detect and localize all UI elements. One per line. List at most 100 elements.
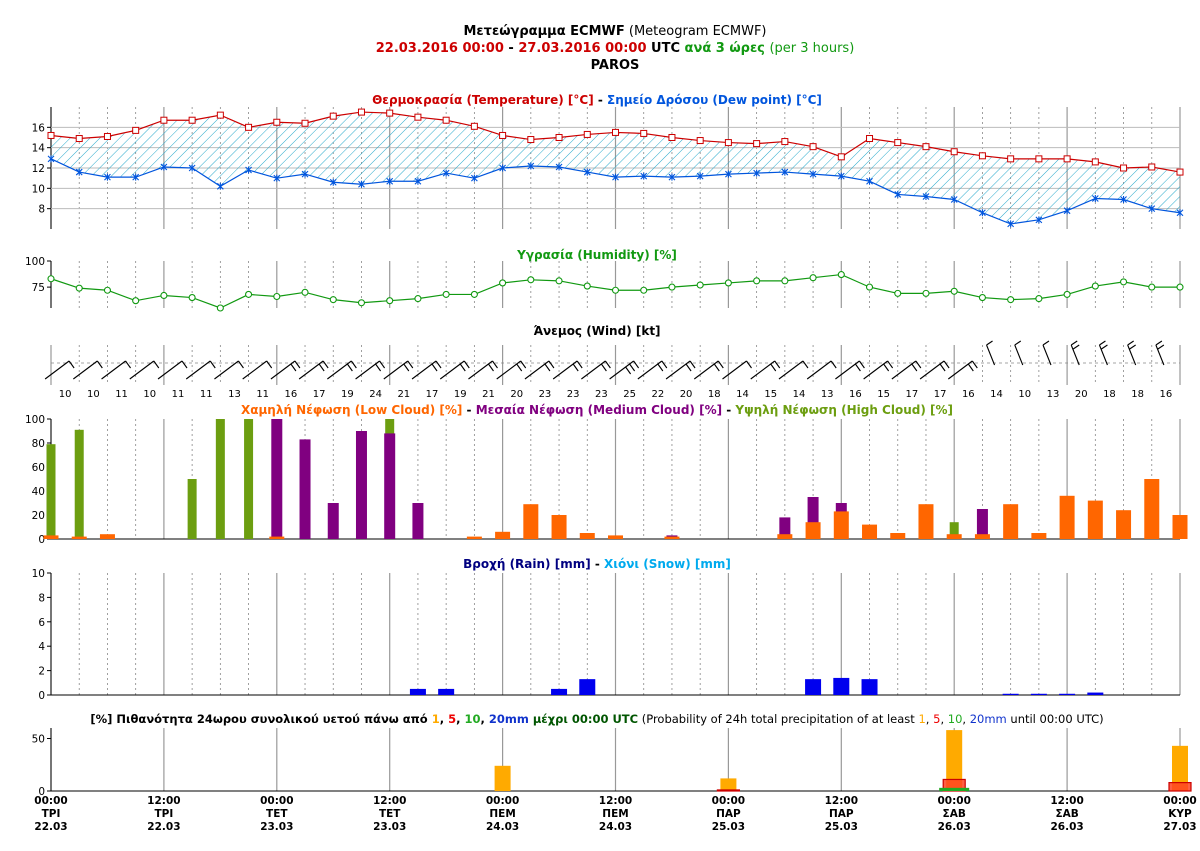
y-tick-label: 10 <box>32 183 45 195</box>
low-cloud-bar <box>918 504 934 539</box>
dewpoint-point <box>753 169 761 177</box>
low-cloud-bar <box>1116 510 1132 539</box>
wind-barb <box>439 360 470 380</box>
wind-speed-label: 21 <box>397 389 410 400</box>
humidity-point <box>188 294 196 302</box>
temperature-point <box>753 140 761 148</box>
wind-speed-label: 19 <box>454 389 467 400</box>
y-tick-label: 60 <box>32 462 45 474</box>
y-tick-label: 6 <box>38 617 45 629</box>
humidity-point <box>329 296 337 304</box>
humidity-point <box>132 297 140 305</box>
low-cloud-bar <box>579 533 595 539</box>
time-label: 00:00 <box>712 795 745 807</box>
low-cloud-bar <box>551 515 567 539</box>
prob-1mm-bar <box>494 765 511 791</box>
day-label: ΣΑΒ <box>1055 808 1078 820</box>
humidity-point <box>386 297 394 305</box>
station-name: PAROS <box>591 58 640 73</box>
time-label: 12:00 <box>599 795 632 807</box>
wind-speed-label: 17 <box>426 389 439 400</box>
wind-barb <box>524 360 555 380</box>
humidity-point <box>470 290 478 298</box>
y-tick-label: 4 <box>38 641 45 653</box>
dewpoint-point <box>216 182 224 190</box>
cloud-panel-title: Χαμηλή Νέφωση (Low Cloud) [%] - Μεσαία Ν… <box>241 403 953 417</box>
wind-speed-label: 17 <box>905 389 918 400</box>
low-cloud-bar <box>43 535 59 539</box>
humidity-point <box>442 290 450 298</box>
temperature-point <box>47 131 55 139</box>
y-tick-label: 16 <box>32 122 46 134</box>
humidity-point <box>640 286 648 294</box>
wind-speed-label: 10 <box>59 389 72 400</box>
wind-speed-label: 11 <box>200 389 213 400</box>
high-cloud-bar <box>215 419 225 539</box>
medium-cloud-bar <box>271 419 283 539</box>
wind-speed-label: 19 <box>341 389 354 400</box>
humidity-point <box>781 277 789 285</box>
wind-barb <box>355 360 386 380</box>
wind-barb <box>185 360 216 380</box>
dewpoint-point <box>555 163 563 171</box>
temperature-point <box>442 116 450 124</box>
wind-barb <box>552 360 583 380</box>
humidity-point <box>499 279 507 287</box>
temperature-point <box>922 143 930 151</box>
wind-barb <box>863 360 894 380</box>
humidity-point <box>809 274 817 282</box>
wind-speed-label: 14 <box>736 389 749 400</box>
humidity-point <box>273 292 281 301</box>
temperature-point <box>1091 158 1099 166</box>
temperature-panel-title: Θερμοκρασία (Temperature) [°C] - Σημείο … <box>372 93 822 107</box>
dewpoint-point <box>245 166 252 174</box>
temperature-point <box>696 137 704 145</box>
y-tick-label: 20 <box>32 510 45 522</box>
low-cloud-bar <box>608 535 623 539</box>
wind-speed-label: 21 <box>482 389 495 400</box>
temperature-point <box>329 112 337 120</box>
wind-barb-north <box>1127 340 1137 366</box>
dewpoint-point <box>950 196 958 204</box>
dewpoint-point <box>470 174 478 182</box>
wind-barb <box>496 360 527 380</box>
wind-speed-label: 18 <box>708 389 721 400</box>
day-label: ΤΕΤ <box>266 808 288 820</box>
humidity-point <box>357 299 366 307</box>
date-label: 26.03 <box>1050 821 1083 833</box>
date-label: 26.03 <box>938 821 971 833</box>
wind-barb <box>101 360 132 380</box>
dewpoint-point <box>837 172 845 180</box>
humidity-point <box>1091 282 1099 290</box>
wind-speed-label: 25 <box>623 389 636 400</box>
humidity-point <box>894 289 902 297</box>
dewpoint-point <box>1035 216 1043 224</box>
y-tick-label: 80 <box>32 438 45 450</box>
dewpoint-point <box>132 173 140 181</box>
rain-bar <box>1059 693 1076 695</box>
wind-panel-title: Άνεμος (Wind) [kt] <box>533 324 660 338</box>
date-label: 22.03 <box>147 821 180 833</box>
humidity-point <box>611 286 620 294</box>
wind-speed-label: 18 <box>1103 389 1116 400</box>
humidity-point <box>1148 283 1156 291</box>
temperature-point <box>499 131 507 139</box>
wind-speed-label: 22 <box>651 389 664 400</box>
low-cloud-bar <box>269 536 285 539</box>
low-cloud-bar <box>974 534 990 539</box>
dewpoint-point <box>922 192 930 200</box>
dewpoint-point <box>499 164 506 172</box>
rain-bar <box>551 688 568 695</box>
dewpoint-point <box>301 170 309 178</box>
wind-panel: 10 10 11 10 11 11 13 11 16 17 19 24 21 17 19 21 20 23 23 23… <box>44 340 1181 400</box>
temperature-point <box>640 129 648 137</box>
dewpoint-point <box>1063 207 1071 215</box>
dewpoint-point <box>866 177 873 185</box>
temperature-point <box>414 113 422 121</box>
wind-speed-label: 16 <box>1160 389 1173 400</box>
wind-speed-label: 16 <box>285 389 298 400</box>
wind-speed-label: 16 <box>849 389 862 400</box>
wind-barb-north <box>1155 340 1165 366</box>
humidity-point <box>414 295 422 303</box>
day-label: ΣΑΒ <box>943 808 966 820</box>
